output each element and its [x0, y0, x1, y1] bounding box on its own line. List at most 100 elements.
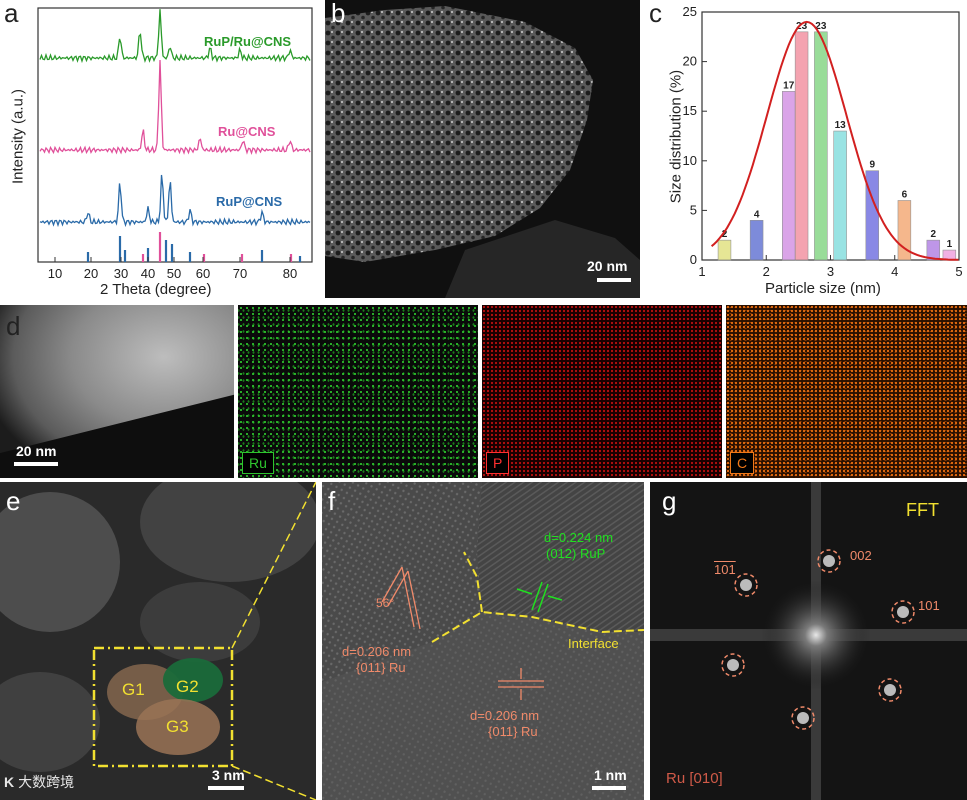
- annot-d-rup: d=0.224 nm: [544, 530, 614, 545]
- xrd-plot-frame: [37, 7, 313, 263]
- xrd-ylabel: Intensity (a.u.): [9, 88, 27, 185]
- spot-label-101: 101: [918, 598, 940, 613]
- hist-ytick-label: 25: [683, 4, 697, 19]
- panel-letter-b: b: [331, 0, 346, 28]
- annot-plane-ru-left: {011} Ru: [356, 660, 406, 675]
- zone-axis-label: Ru [010]: [666, 770, 723, 787]
- annot-plane-ru-right: {011} Ru: [488, 724, 538, 739]
- panel-b: b 20 nm: [325, 0, 640, 298]
- hist-bar: [794, 31, 809, 261]
- hist-bar: [717, 239, 732, 261]
- grain-label-g1: G1: [122, 680, 145, 699]
- hist-bar-label: 23: [815, 21, 827, 32]
- scale-text-f: 1 nm: [594, 767, 627, 783]
- panel-d: d 20 nm Ru P C: [0, 305, 967, 478]
- grain-label-g3: G3: [166, 717, 189, 736]
- hist-ytick-label: 0: [690, 252, 697, 267]
- scale-text-d: 20 nm: [16, 443, 57, 459]
- annot-angle: 56°: [376, 596, 395, 610]
- panel-c: c 2 4 17 23 23 13 9 6 2 1 1 2 3 4 5 0 5 10 15 20 25 Size di…: [645, 0, 967, 300]
- hrtem-image-f: [322, 482, 644, 800]
- hist-bar-label: 1: [947, 239, 953, 250]
- panel-letter-a: a: [4, 0, 19, 28]
- scale-bar-e: [208, 786, 244, 790]
- hist-bar: [782, 91, 796, 261]
- panel-a: a 10 20 30 40 50 60 70 80 Intensity (a.u.) 2 Th…: [0, 0, 320, 300]
- scale-text-e: 3 nm: [212, 767, 245, 783]
- scale-text-b: 20 nm: [587, 258, 628, 274]
- xrd-xtick-label: 70: [233, 266, 247, 281]
- scale-bar-d: [14, 462, 58, 466]
- hist-ylabel: Size distribution (%): [667, 69, 685, 204]
- xrd-curve: [39, 9, 311, 64]
- hist-bar: [749, 220, 764, 261]
- panel-letter-d: d: [6, 311, 21, 341]
- hist-bar-label: 9: [869, 160, 875, 171]
- hist-bar-label: 23: [796, 21, 808, 32]
- hist-bar-label: 13: [835, 120, 847, 131]
- hist-bar: [814, 31, 828, 261]
- panel-f: f d=0.224 nm (012) RuP 56° d=0.206 nm {0…: [322, 482, 644, 800]
- hist-xtick-label: 3: [827, 264, 834, 279]
- xrd-xtick-label: 30: [114, 266, 128, 281]
- haadf-image-d: d 20 nm: [0, 305, 234, 478]
- hist-plot-frame: [701, 11, 960, 261]
- xrd-xtick-label: 40: [141, 266, 155, 281]
- hist-ytick-label: 10: [683, 153, 697, 168]
- xrd-xtick-label: 10: [48, 266, 62, 281]
- hist-bar-label: 4: [754, 209, 760, 220]
- hist-xtick-label: 1: [698, 264, 705, 279]
- xrd-xtick-label: 50: [167, 266, 181, 281]
- haadf-image-e: [0, 482, 316, 800]
- hist-ytick-label: 15: [683, 103, 697, 118]
- eds-map-c: C: [726, 305, 967, 478]
- hist-bar-label: 2: [722, 229, 728, 240]
- eds-label-p: P: [486, 452, 510, 474]
- hist-ytick-label: 5: [690, 202, 697, 217]
- grain-label-g2: G2: [176, 677, 199, 696]
- hist-xtick-label: 4: [891, 264, 898, 279]
- hist-xtick-label: 5: [955, 264, 962, 279]
- xrd-xtick-label: 60: [196, 266, 210, 281]
- hist-bar-label: 2: [931, 229, 937, 240]
- scale-bar-b: [597, 278, 631, 282]
- hist-bar-label: 6: [902, 189, 908, 200]
- watermark-text: 大数跨境: [18, 774, 75, 790]
- spot-label-neg101: 101: [714, 562, 736, 577]
- spot-label-002: 002: [850, 548, 872, 563]
- xrd-xtick-label: 20: [84, 266, 98, 281]
- xrd-label-rucns: Ru@CNS: [218, 124, 276, 139]
- hist-bar: [833, 130, 847, 261]
- annot-plane-rup: (012) RuP: [546, 546, 606, 561]
- fft-title: FFT: [906, 500, 939, 520]
- haadf-image-b: [325, 6, 640, 298]
- panel-letter-f: f: [328, 486, 336, 516]
- eds-label-c: C: [730, 452, 755, 474]
- xrd-curve: [39, 59, 311, 156]
- hist-bar: [926, 239, 941, 261]
- hist-ytick-label: 20: [683, 54, 697, 69]
- eds-map-p: P: [482, 305, 722, 478]
- xrd-label-rupcns: RuP@CNS: [216, 194, 283, 209]
- xrd-curve: [39, 174, 311, 228]
- xrd-label-ruprucns: RuP/Ru@CNS: [204, 34, 292, 49]
- panel-g: g FFT 101 002 101 Ru [010]: [650, 482, 967, 800]
- xrd-chart: 10 20 30 40 50 60 70 80: [37, 7, 313, 281]
- zoom-box: [92, 646, 234, 768]
- panel-letter-e: e: [6, 486, 21, 516]
- eds-label-ru: Ru: [242, 452, 274, 474]
- watermark-logo: K 大数跨境: [4, 774, 75, 790]
- panel-letter-c: c: [649, 0, 662, 28]
- fft-image-g: [650, 482, 967, 800]
- gaussian-fit-curve: [710, 20, 959, 261]
- annot-d-ru-left: d=0.206 nm: [342, 644, 412, 659]
- annot-d-ru-right: d=0.206 nm: [470, 708, 540, 723]
- annot-interface: Interface: [568, 636, 619, 651]
- scale-bar-f: [592, 786, 626, 790]
- panel-e: e G1 G2 G3 K 大数跨境 3 nm: [0, 482, 316, 800]
- hist-xlabel: Particle size (nm): [765, 280, 881, 297]
- xrd-xtick-label: 80: [283, 266, 297, 281]
- eds-map-ru: Ru: [238, 305, 478, 478]
- hist-bar-label: 17: [783, 80, 795, 91]
